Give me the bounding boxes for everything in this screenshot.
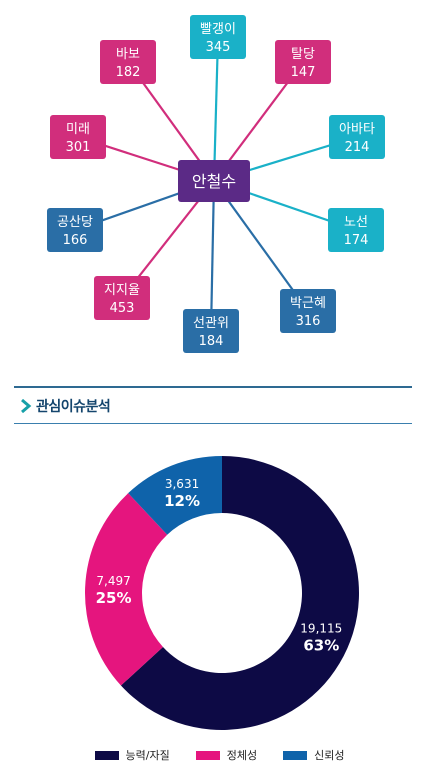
section-title: 관심이슈분석 (36, 399, 111, 415)
center-label: 안철수 (192, 172, 236, 191)
chevron-right-icon (21, 399, 32, 413)
keyword-label: 탈당 (291, 47, 315, 62)
keyword-label: 선관위 (193, 316, 229, 331)
keyword-node: 탈당 147 (275, 40, 331, 84)
keyword-node: 지지율 453 (94, 276, 150, 320)
keyword-node: 빨갱이 345 (190, 15, 246, 59)
keyword-count: 184 (199, 334, 224, 349)
network-edge (212, 36, 220, 182)
keyword-count: 301 (66, 140, 91, 155)
keyword-node-box (275, 40, 331, 84)
center-node-box (178, 160, 250, 202)
keyword-count: 214 (345, 140, 370, 155)
slice-value-label: 3,631 (165, 477, 199, 491)
slice-percent-label: 25% (96, 589, 132, 607)
keyword-node-box (47, 208, 103, 252)
keyword-node: 공산당 166 (47, 208, 103, 252)
keyword-node-box (190, 15, 246, 59)
donut-slice (120, 456, 359, 730)
legend-item: 신뢰성 (283, 747, 344, 763)
keyword-node-box (183, 309, 239, 353)
keyword-count: 453 (110, 301, 135, 316)
keyword-node-box (280, 289, 336, 333)
keyword-node: 노선 174 (328, 208, 384, 252)
donut-slice (84, 493, 168, 686)
keyword-node: 바보 182 (100, 40, 156, 84)
network-edge (209, 180, 216, 332)
legend-swatch (94, 750, 119, 760)
keyword-node-box (329, 115, 385, 159)
keyword-label: 아바타 (339, 122, 375, 137)
legend-label: 신뢰성 (314, 749, 345, 762)
slice-percent-label: 63% (303, 637, 339, 655)
legend-item: 능력/자질 (94, 747, 170, 763)
keyword-count: 174 (344, 233, 369, 248)
keyword-node: 선관위 184 (183, 309, 239, 353)
center-node: 안철수 (178, 160, 250, 202)
keyword-label: 지지율 (104, 283, 140, 298)
keyword-count: 147 (291, 65, 316, 80)
chart-legend: 능력/자질 정체성 신뢰성 (0, 747, 439, 763)
keyword-label: 빨갱이 (200, 22, 236, 37)
keyword-count: 182 (116, 65, 141, 80)
legend-label: 정체성 (226, 749, 258, 762)
keyword-label: 박근혜 (290, 296, 326, 311)
keyword-count: 345 (206, 40, 231, 55)
slice-value-label: 7,497 (96, 574, 130, 588)
section-divider-bottom (14, 423, 412, 424)
legend-swatch (195, 750, 220, 760)
keyword-node-box (50, 115, 106, 159)
keyword-label: 공산당 (57, 215, 93, 230)
keyword-node: 아바타 214 (329, 115, 385, 159)
donut-slice (128, 456, 222, 535)
keyword-network-diagram: 빨갱이 345 탈당 147 아바타 214 노선 174 박근혜 316 선관위 184 지지율 453… (47, 15, 385, 353)
legend-label: 능력/자질 (125, 749, 170, 762)
keyword-count: 166 (63, 233, 88, 248)
legend-swatch (283, 750, 308, 760)
keyword-node-box (94, 276, 150, 320)
keyword-label: 노선 (344, 215, 368, 230)
section-header: 관심이슈분석 (20, 395, 111, 417)
keyword-label: 미래 (66, 122, 90, 137)
network-nodes: 빨갱이 345 탈당 147 아바타 214 노선 174 박근혜 316 선관위 184 지지율 453… (47, 15, 385, 353)
keyword-node: 박근혜 316 (280, 289, 336, 333)
keyword-node: 미래 301 (50, 115, 106, 159)
keyword-node-box (100, 40, 156, 84)
slice-percent-label: 12% (164, 492, 200, 510)
legend-item: 정체성 (195, 747, 258, 763)
keyword-label: 바보 (116, 47, 140, 62)
slice-value-label: 19,115 (300, 622, 342, 636)
section-divider-top (14, 386, 412, 388)
keyword-node-box (328, 208, 384, 252)
keyword-count: 316 (296, 314, 321, 329)
